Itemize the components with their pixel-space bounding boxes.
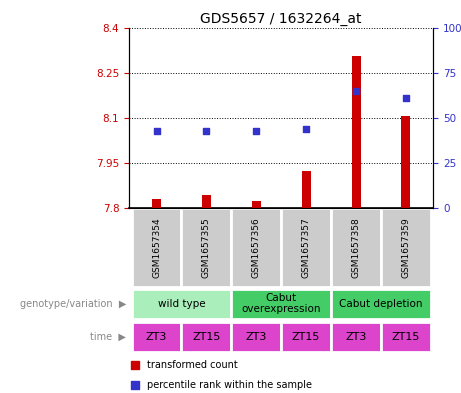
Bar <box>131 288 231 319</box>
Text: ZT3: ZT3 <box>246 332 267 342</box>
Bar <box>331 322 381 352</box>
Text: Cabut depletion: Cabut depletion <box>339 299 423 309</box>
Bar <box>252 201 261 208</box>
Text: GSM1657359: GSM1657359 <box>402 217 410 278</box>
Text: Cabut
overexpression: Cabut overexpression <box>242 293 321 314</box>
Bar <box>202 195 211 208</box>
Text: ZT15: ZT15 <box>392 332 420 342</box>
Text: ZT3: ZT3 <box>345 332 366 342</box>
Text: GSM1657356: GSM1657356 <box>252 217 261 278</box>
Text: GSM1657355: GSM1657355 <box>202 217 211 278</box>
Title: GDS5657 / 1632264_at: GDS5657 / 1632264_at <box>201 13 362 26</box>
Bar <box>301 171 311 208</box>
Bar <box>182 322 231 352</box>
Bar <box>231 322 281 352</box>
Text: time  ▶: time ▶ <box>90 332 126 342</box>
Point <box>203 127 210 134</box>
Text: ZT15: ZT15 <box>292 332 320 342</box>
Point <box>333 120 340 127</box>
Point <box>253 127 260 134</box>
Text: percentile rank within the sample: percentile rank within the sample <box>148 380 313 390</box>
Bar <box>152 198 161 208</box>
Text: GSM1657358: GSM1657358 <box>352 217 361 278</box>
Bar <box>281 208 331 287</box>
Bar <box>331 288 431 319</box>
Bar <box>281 322 331 352</box>
Point <box>402 95 409 101</box>
Bar <box>182 208 231 287</box>
Bar <box>231 208 281 287</box>
Bar <box>381 322 431 352</box>
Text: ZT15: ZT15 <box>192 332 220 342</box>
Text: wild type: wild type <box>158 299 205 309</box>
Point <box>352 88 360 94</box>
Bar <box>331 208 381 287</box>
Text: genotype/variation  ▶: genotype/variation ▶ <box>20 299 126 309</box>
Point <box>153 127 160 134</box>
Text: GSM1657357: GSM1657357 <box>301 217 311 278</box>
Bar <box>231 288 331 319</box>
Text: transformed count: transformed count <box>148 360 238 371</box>
Text: ZT3: ZT3 <box>146 332 167 342</box>
Text: GSM1657354: GSM1657354 <box>152 217 161 278</box>
Bar <box>402 116 410 208</box>
Bar <box>352 56 361 208</box>
Bar <box>131 322 182 352</box>
Point <box>302 126 310 132</box>
Bar <box>131 208 182 287</box>
Bar <box>381 208 431 287</box>
Point <box>333 299 340 305</box>
